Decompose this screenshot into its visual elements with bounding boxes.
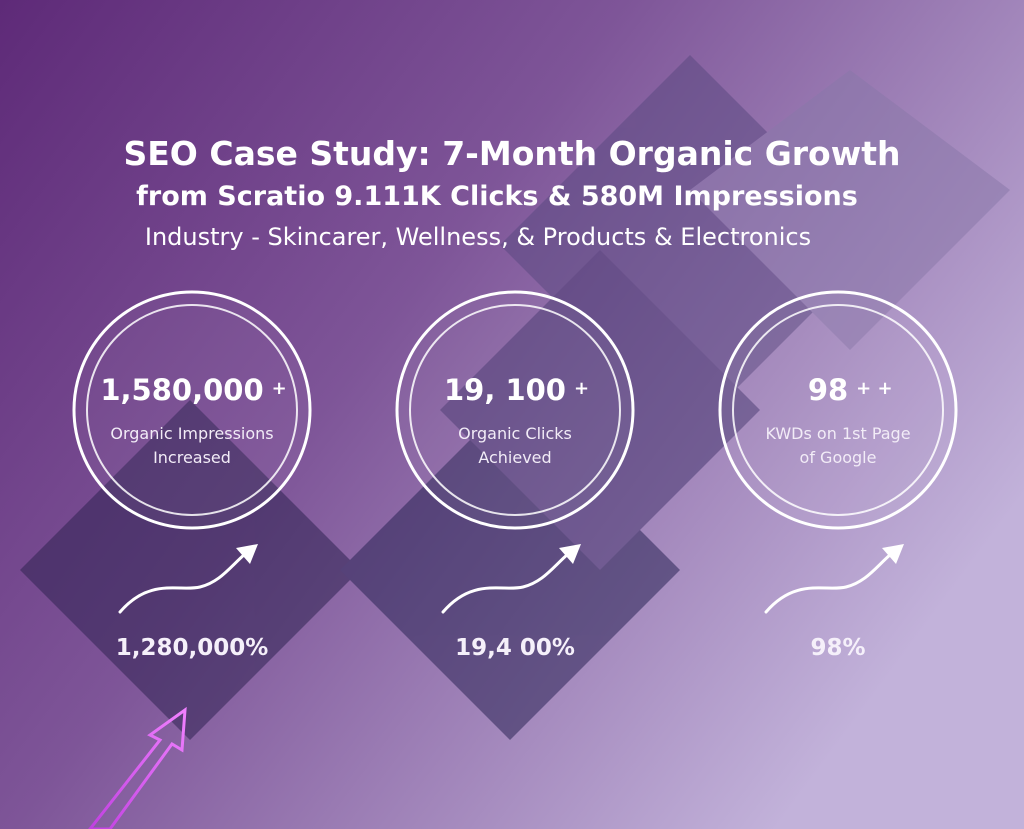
stat-label: Increased (153, 448, 231, 467)
stat-label: of Google (800, 448, 877, 467)
stat-suffix: + (272, 378, 287, 399)
stat-label: KWDs on 1st Page (765, 424, 910, 443)
stat-ring-outer (718, 290, 958, 530)
title: SEO Case Study: 7-Month Organic Growth (124, 134, 901, 173)
stat-label: Achieved (478, 448, 551, 467)
stat-value: 1,580,000 (100, 373, 263, 407)
stat-growth: 19,4 00% (455, 635, 575, 661)
stat-ring-inner (409, 304, 621, 516)
growth-arrow-head (882, 544, 904, 564)
stat-ring-inner (732, 304, 944, 516)
stat-growth: 98% (810, 635, 865, 661)
growth-arrow (764, 552, 893, 614)
growth-arrow (441, 552, 570, 614)
subtitle: from Scratio 9.111K Clicks & 580M Impres… (136, 181, 858, 212)
stat-suffix: + (574, 378, 589, 399)
growth-arrow-head (559, 544, 581, 564)
stat-label: Organic Clicks (458, 424, 572, 443)
stat-ring-inner (86, 304, 298, 516)
stat-ring-outer (72, 290, 312, 530)
stat-value: 98 (808, 373, 848, 407)
growth-arrow-head (236, 544, 258, 564)
stat-label: Organic Impressions (110, 424, 273, 443)
decor-arrow (88, 706, 187, 829)
growth-arrow (118, 552, 247, 614)
stat-suffix: + + (856, 378, 892, 399)
industry: Industry - Skincarer, Wellness, & Produc… (145, 223, 811, 251)
stat-growth: 1,280,000% (116, 635, 269, 661)
stats: 1,580,000 + Organic Impressions Increased 1,… (72, 290, 958, 661)
stat-value: 19, 100 (444, 373, 566, 407)
stat-ring-outer (395, 290, 635, 530)
